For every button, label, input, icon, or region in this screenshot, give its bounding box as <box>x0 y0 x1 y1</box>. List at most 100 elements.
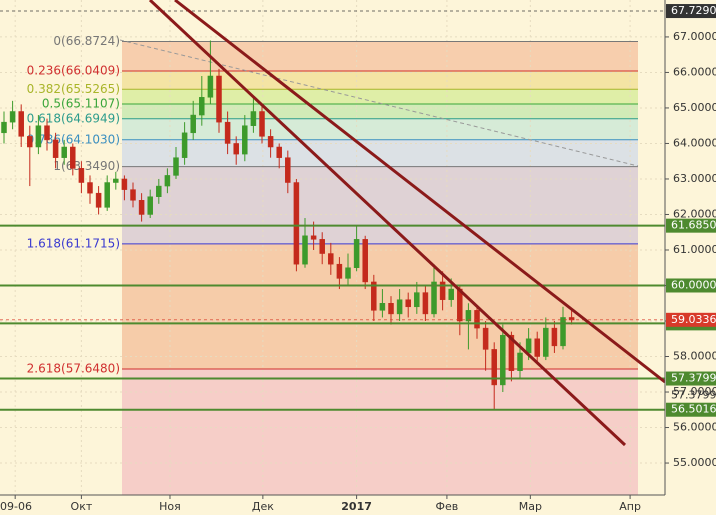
candle-body <box>181 132 188 158</box>
x-tick-label: Ноя <box>159 500 181 513</box>
candle-body <box>147 196 153 215</box>
x-tick-label: Дек <box>252 500 274 513</box>
candle-body <box>44 125 50 141</box>
y-tick-label: 67.0000 <box>673 30 716 43</box>
x-tick-label: 09-06 <box>0 500 32 513</box>
candle-body <box>491 349 497 386</box>
x-tick-label: Апр <box>619 500 641 513</box>
y-tick-label: 61.0000 <box>673 243 716 256</box>
candle-body <box>465 310 472 322</box>
fib-zone <box>122 369 638 495</box>
y-tick-label: 56.0000 <box>673 421 716 434</box>
candle-body <box>439 281 446 300</box>
candle-body <box>259 111 265 137</box>
fib-label: 0(66.8724) <box>53 34 120 48</box>
candle-body <box>379 302 386 311</box>
candle-body <box>70 146 76 169</box>
candle-body <box>534 338 540 357</box>
candle-body <box>396 299 403 315</box>
price-label-box <box>666 312 716 327</box>
fib-label: 0.382(65.5265) <box>27 82 120 96</box>
candle-body <box>1 121 7 134</box>
candle-body <box>276 146 282 158</box>
fib-label: 1.618(61.1715) <box>27 236 120 250</box>
candle-body <box>431 281 437 315</box>
level-label-box <box>666 218 716 233</box>
level-label-box <box>666 402 716 417</box>
candle-body <box>293 182 300 265</box>
y-tick-label: 66.0000 <box>673 65 716 78</box>
y-axis-area <box>665 0 716 515</box>
candle-body <box>500 334 506 386</box>
candle-body <box>18 111 24 137</box>
candle-body <box>224 121 231 144</box>
fib-label: 0.618(64.6949) <box>27 111 120 125</box>
candle-body <box>207 75 214 98</box>
candles <box>1 40 575 410</box>
level-label: 60.0000 <box>671 278 716 291</box>
candle-body <box>448 288 454 300</box>
y-tick-label: 57.0000 <box>673 385 716 398</box>
level-label: 57.3799 <box>671 372 716 385</box>
candle-body <box>61 146 67 158</box>
candle-body <box>121 178 128 190</box>
candle-body <box>319 239 325 254</box>
fib-zone <box>122 118 638 140</box>
candle-body <box>190 114 196 134</box>
price-label-box <box>666 4 716 19</box>
trend-line <box>148 0 627 447</box>
price-label: 67.7290 <box>671 4 716 17</box>
candle-body <box>560 317 566 347</box>
candle-body <box>310 235 317 240</box>
candle-body <box>362 239 368 283</box>
price-label: 57.3799 <box>671 389 716 402</box>
candle-body <box>345 267 351 279</box>
candle-body <box>285 157 291 183</box>
candle-body <box>233 143 239 155</box>
candle-body <box>302 235 308 265</box>
candle-body <box>508 334 515 371</box>
fib-zone <box>122 166 638 244</box>
candle-body <box>405 299 411 308</box>
candle-body <box>517 352 523 371</box>
candle-body <box>199 97 205 116</box>
level-label-box <box>666 371 716 386</box>
y-tick-label: 65.0000 <box>673 101 716 114</box>
candle-body <box>328 253 334 265</box>
y-tick-label: 55.0000 <box>673 456 716 469</box>
candle-body <box>250 111 257 126</box>
y-tick-label: 64.0000 <box>673 136 716 149</box>
candle-body <box>138 200 145 215</box>
price-label: 59.0336 <box>671 313 716 326</box>
candle-body <box>371 281 377 311</box>
x-tick-label: Фев <box>436 500 459 513</box>
candle-body <box>87 182 93 194</box>
candle-body <box>242 125 248 155</box>
candle-body <box>35 125 42 148</box>
candle-body <box>95 192 102 208</box>
candle-body <box>525 338 532 354</box>
level-label: 61.6850 <box>671 219 716 232</box>
candle-body <box>388 302 394 315</box>
candle-body <box>482 327 489 350</box>
candle-body <box>543 327 549 357</box>
level-label: 56.5016 <box>671 403 716 416</box>
y-tick-label: 63.0000 <box>673 172 716 185</box>
x-tick-label: Мар <box>519 500 542 513</box>
grid <box>0 0 666 495</box>
candle-body <box>113 178 119 183</box>
candle-body <box>164 175 171 187</box>
candle-body <box>9 111 16 123</box>
candle-body <box>104 182 110 208</box>
axis-labels: 55.000056.000057.000058.000059.000060.00… <box>0 4 716 513</box>
fib-zone <box>122 70 638 90</box>
fib-zone <box>122 139 638 167</box>
candle-body <box>267 136 274 148</box>
candle-body <box>156 185 162 197</box>
fib-label: 0.786(64.1030) <box>27 132 120 146</box>
trend-dashed <box>119 39 639 167</box>
candle-body <box>52 139 59 158</box>
x-tick-label: Окт <box>71 500 93 513</box>
fib-label: 2.618(57.6480) <box>27 362 120 376</box>
